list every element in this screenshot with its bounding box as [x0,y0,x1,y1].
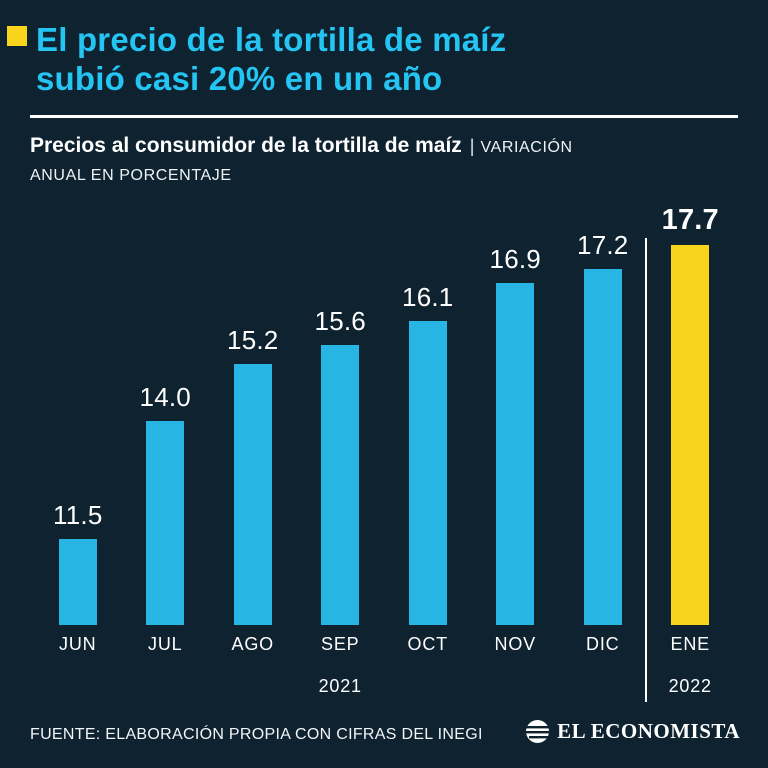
chart-subtitle-caps-2: ANUAL EN PORCENTAJE [30,167,232,184]
bar-sep [321,345,360,625]
source-note: FUENTE: ELABORACIÓN PROPIA CON CIFRAS DE… [30,726,483,743]
month-label-ago: AGO [231,634,274,654]
chart-column-nov: 16.9 [472,200,560,625]
page-title-line1: El precio de la tortilla de maíz [36,21,507,58]
bar-chart: 11.5 14.0 15.2 15.6 16.1 16.9 17.2 17.7 [34,200,734,625]
bar-value-label-dic: 17.2 [577,230,629,260]
bar-value-label-jul: 14.0 [139,382,191,412]
x-axis-year-labels: 2021 2022 [34,676,734,697]
chart-column-jun: 11.5 [34,200,122,625]
header-divider [30,115,738,118]
month-label-oct: OCT [407,634,448,654]
bar-dic [583,269,622,625]
brand-lockup: EL ECONOMISTA [525,719,740,744]
bar-value-label-nov: 16.9 [489,244,541,274]
year-label-empty [559,676,647,697]
accent-square [7,26,27,46]
year-divider-line [645,238,647,702]
year-label-2021: 2021 [318,676,362,696]
bar-jun [58,539,97,625]
bar-value-label-ago: 15.2 [227,325,279,355]
year-label-empty [209,676,297,697]
bar-nov [496,283,535,625]
chart-subtitle-caps-1: VARIACIÓN [480,139,573,156]
bar-value-label-oct: 16.1 [402,282,454,312]
month-label-jun: JUN [59,634,97,654]
year-label-empty [122,676,210,697]
el-economista-globe-icon [526,720,551,743]
chart-column-ago: 15.2 [209,200,297,625]
month-label-dic: DIC [586,634,620,654]
year-label-2022: 2022 [668,676,712,696]
chart-column-dic: 17.2 [559,200,647,625]
bar-jul [146,421,185,625]
year-label-empty [472,676,560,697]
page-title: El precio de la tortilla de maíz subió c… [36,20,746,98]
chart-column-ene: 17.7 [647,200,735,625]
chart-subtitle-bold: Precios al consumidor de la tortilla de … [30,134,462,157]
bar-ago [233,364,272,625]
bar-value-label-jun: 11.5 [53,500,103,530]
year-label-empty [34,676,122,697]
bar-value-label-ene: 17.7 [661,204,719,236]
x-axis-month-labels: JUN JUL AGO SEP OCT NOV DIC ENE [34,634,734,655]
month-label-jul: JUL [148,634,183,654]
brand-name: EL ECONOMISTA [557,719,740,743]
month-label-sep: SEP [321,634,360,654]
bar-oct [408,321,447,625]
month-label-ene: ENE [670,634,710,654]
chart-column-jul: 14.0 [122,200,210,625]
bar-value-label-sep: 15.6 [314,306,366,336]
month-label-nov: NOV [494,634,536,654]
chart-subtitle: Precios al consumidor de la tortilla de … [30,134,750,158]
page-title-line2: subió casi 20% en un año [36,60,443,97]
subtitle-pipe: | [469,136,475,156]
chart-column-sep: 15.6 [297,200,385,625]
chart-column-oct: 16.1 [384,200,472,625]
bar-ene [671,245,710,625]
year-label-empty [384,676,472,697]
